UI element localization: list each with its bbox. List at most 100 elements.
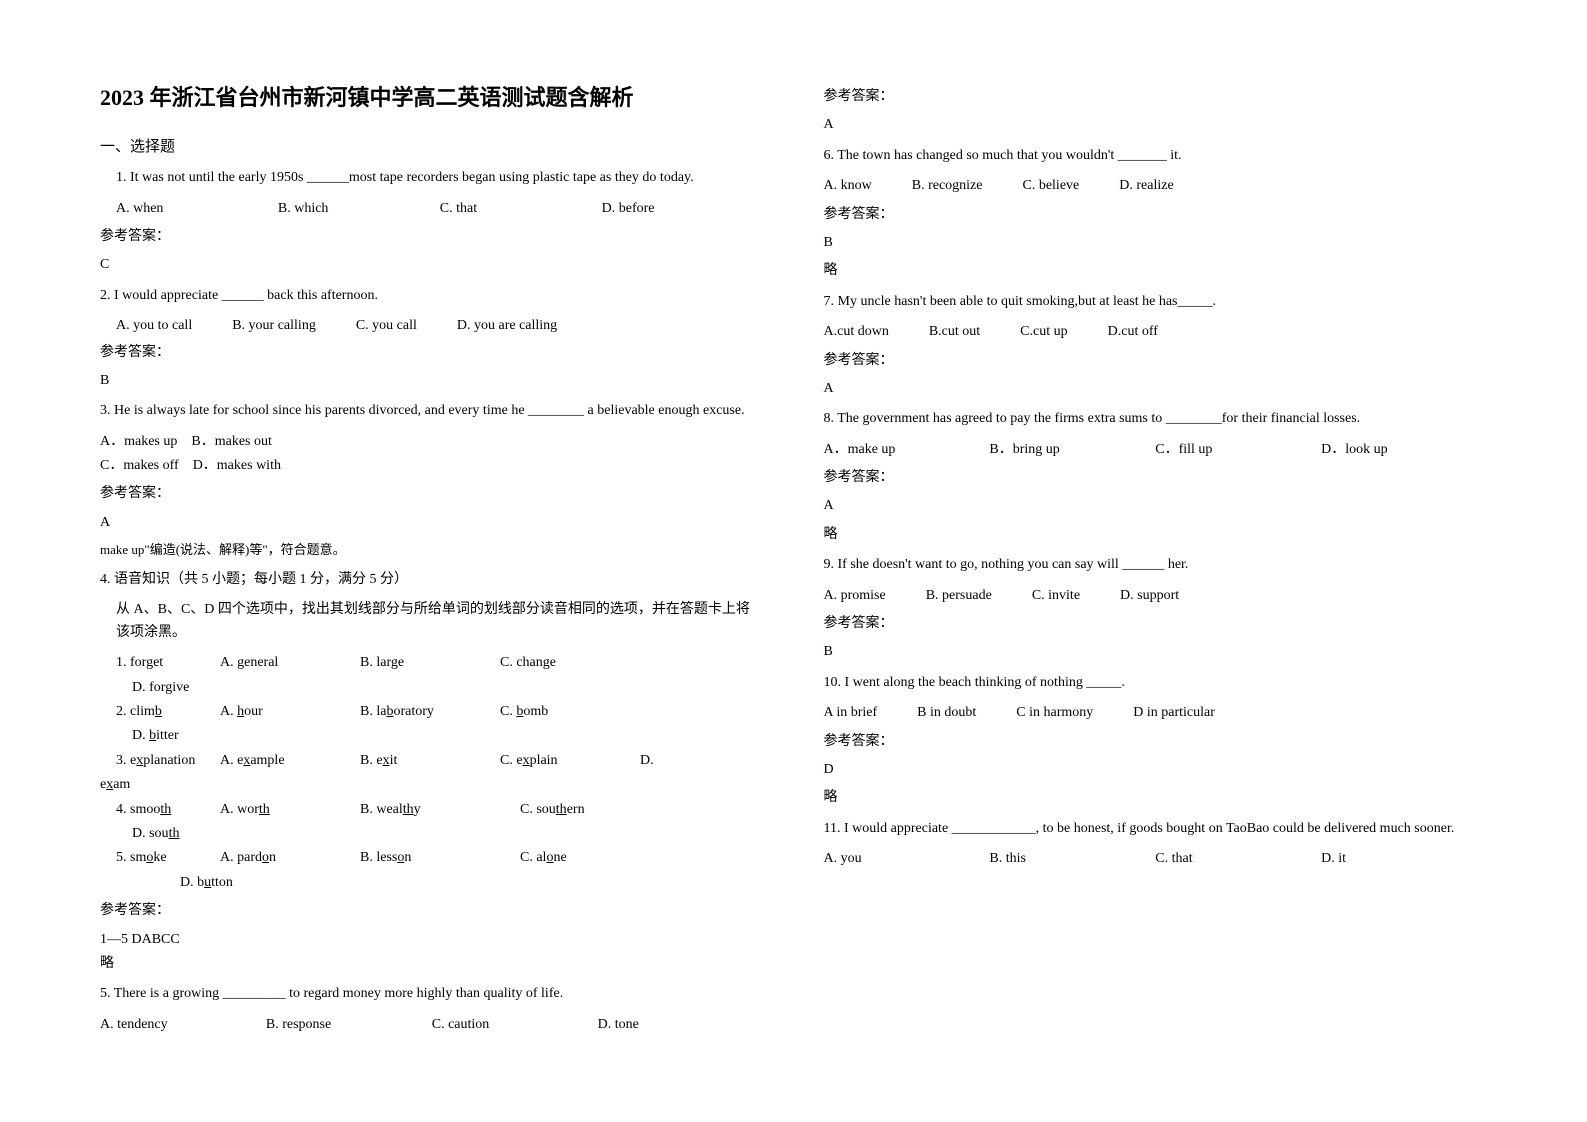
document-title: 2023 年浙江省台州市新河镇中学高二英语测试题含解析 bbox=[100, 80, 764, 115]
right-column: 参考答案： A 6. The town has changed so much … bbox=[824, 80, 1488, 1040]
q3-opt-c: C．makes off bbox=[100, 458, 179, 473]
q4-r5-a: A. pardon bbox=[220, 847, 360, 869]
q10-opt-d: D in particular bbox=[1133, 702, 1215, 724]
q2-opt-b: B. your calling bbox=[232, 315, 316, 337]
q8-opt-d: D．look up bbox=[1321, 439, 1447, 461]
q5-stem: 5. There is a growing _________ to regar… bbox=[100, 983, 764, 1005]
q4-r1-d: D. forgive bbox=[100, 677, 764, 699]
q7-answer: A bbox=[824, 378, 1488, 400]
q9-answer-label: 参考答案： bbox=[824, 613, 1488, 635]
q4-r1-a: A. general bbox=[220, 652, 360, 674]
q2-answer: B bbox=[100, 370, 764, 392]
q4-r1-word: 1. forget bbox=[100, 652, 220, 674]
q7-opt-b: B.cut out bbox=[929, 321, 980, 343]
q3-opts-ab: A．makes up B．makes out bbox=[100, 431, 764, 453]
q4-r4-word: 4. smooth bbox=[100, 799, 220, 821]
q6-opt-b: B. recognize bbox=[912, 175, 983, 197]
q11-opt-a: A. you bbox=[824, 848, 950, 870]
q10-opt-a: A in brief bbox=[824, 702, 878, 724]
q4-phonetics-table: 1. forget A. general B. large C. change … bbox=[100, 652, 764, 894]
q4-r2-word: 2. climb bbox=[100, 701, 220, 723]
q4-r2-d: D. bitter bbox=[100, 725, 764, 747]
q4-r5-d: D. button bbox=[100, 872, 764, 894]
q2-stem: 2. I would appreciate ______ back this a… bbox=[100, 285, 764, 307]
q4-r5-b: B. lesson bbox=[360, 847, 520, 869]
q1-answer-label: 参考答案： bbox=[100, 226, 764, 248]
section-heading: 一、选择题 bbox=[100, 135, 764, 159]
q4-r2-b: B. laboratory bbox=[360, 701, 500, 723]
q3-explanation: make up"编造(说法、解释)等"，符合题意。 bbox=[100, 540, 764, 561]
q10-opt-c: C in harmony bbox=[1016, 702, 1093, 724]
q4-answer: 1—5 DABCC bbox=[100, 929, 764, 951]
q4-r3-b: B. exit bbox=[360, 750, 500, 772]
q2-options: A. you to call B. your calling C. you ca… bbox=[100, 315, 764, 337]
left-column: 2023 年浙江省台州市新河镇中学高二英语测试题含解析 一、选择题 1. It … bbox=[100, 80, 764, 1040]
q3-stem: 3. He is always late for school since hi… bbox=[100, 400, 764, 422]
q9-opt-b: B. persuade bbox=[926, 585, 992, 607]
q4-r5-c: C. alone bbox=[520, 847, 660, 869]
q2-opt-a: A. you to call bbox=[116, 315, 192, 337]
q4-r4-b: B. wealthy bbox=[360, 799, 520, 821]
q7-opt-c: C.cut up bbox=[1020, 321, 1067, 343]
q1-options: A. when B. which C. that D. before bbox=[100, 198, 764, 220]
q4-row-4: 4. smooth A. worth B. wealthy C. souther… bbox=[100, 799, 764, 821]
q4-r4-d: D. south bbox=[100, 823, 764, 845]
q1-opt-d: D. before bbox=[602, 198, 724, 220]
q8-answer: A bbox=[824, 495, 1488, 517]
q4-r3-c: C. explain bbox=[500, 750, 640, 772]
q11-stem: 11. I would appreciate ____________, to … bbox=[824, 818, 1488, 840]
q7-stem: 7. My uncle hasn't been able to quit smo… bbox=[824, 291, 1488, 313]
q11-options: A. you B. this C. that D. it bbox=[824, 848, 1488, 870]
q3-opt-b: B．makes out bbox=[191, 434, 272, 449]
q5-answer: A bbox=[824, 114, 1488, 136]
q11-opt-b: B. this bbox=[989, 848, 1115, 870]
q6-options: A. know B. recognize C. believe D. reali… bbox=[824, 175, 1488, 197]
q4-r5-word: 5. smoke bbox=[100, 847, 220, 869]
q8-opt-c: C．fill up bbox=[1155, 439, 1281, 461]
q4-r3-word: 3. explanation bbox=[100, 750, 220, 772]
q4-r3-d: exam bbox=[100, 774, 764, 796]
q11-opt-d: D. it bbox=[1321, 848, 1447, 870]
q3-answer: A bbox=[100, 512, 764, 534]
q10-answer: D bbox=[824, 759, 1488, 781]
q8-opt-b: B．bring up bbox=[989, 439, 1115, 461]
q2-opt-c: C. you call bbox=[356, 315, 417, 337]
q8-omit: 略 bbox=[824, 524, 1488, 546]
q5-opt-b: B. response bbox=[266, 1014, 392, 1036]
q9-stem: 9. If she doesn't want to go, nothing yo… bbox=[824, 554, 1488, 576]
q4-r2-a: A. hour bbox=[220, 701, 360, 723]
q6-opt-d: D. realize bbox=[1119, 175, 1173, 197]
q1-opt-b: B. which bbox=[278, 198, 400, 220]
q9-answer: B bbox=[824, 641, 1488, 663]
q4-instructions: 从 A、B、C、D 四个选项中，找出其划线部分与所给单词的划线部分读音相同的选项… bbox=[100, 599, 764, 644]
q7-opt-d: D.cut off bbox=[1108, 321, 1158, 343]
q4-answer-label: 参考答案： bbox=[100, 900, 764, 922]
q4-row-5: 5. smoke A. pardon B. lesson C. alone bbox=[100, 847, 764, 869]
q5-opt-a: A. tendency bbox=[100, 1014, 226, 1036]
q9-opt-c: C. invite bbox=[1032, 585, 1080, 607]
q4-row-1: 1. forget A. general B. large C. change bbox=[100, 652, 764, 674]
q8-options: A．make up B．bring up C．fill up D．look up bbox=[824, 439, 1488, 461]
q4-r4-a: A. worth bbox=[220, 799, 360, 821]
q4-r1-c: C. change bbox=[500, 652, 640, 674]
q7-options: A.cut down B.cut out C.cut up D.cut off bbox=[824, 321, 1488, 343]
q1-opt-c: C. that bbox=[440, 198, 562, 220]
q1-opt-a: A. when bbox=[116, 198, 238, 220]
q3-answer-label: 参考答案： bbox=[100, 483, 764, 505]
q7-opt-a: A.cut down bbox=[824, 321, 889, 343]
q6-opt-c: C. believe bbox=[1022, 175, 1079, 197]
q10-stem: 10. I went along the beach thinking of n… bbox=[824, 672, 1488, 694]
q4-r4-c: C. southern bbox=[520, 799, 660, 821]
q4-row-2: 2. climb A. hour B. laboratory C. bomb bbox=[100, 701, 764, 723]
q10-omit: 略 bbox=[824, 787, 1488, 809]
q7-answer-label: 参考答案： bbox=[824, 350, 1488, 372]
q3-opts-cd: C．makes off D．makes with bbox=[100, 455, 764, 477]
q5-opt-c: C. caution bbox=[432, 1014, 558, 1036]
q4-omit: 略 bbox=[100, 953, 764, 975]
q8-opt-a: A．make up bbox=[824, 439, 950, 461]
q6-answer-label: 参考答案： bbox=[824, 204, 1488, 226]
page-container: 2023 年浙江省台州市新河镇中学高二英语测试题含解析 一、选择题 1. It … bbox=[100, 80, 1487, 1040]
q2-opt-d: D. you are calling bbox=[457, 315, 557, 337]
q8-stem: 8. The government has agreed to pay the … bbox=[824, 408, 1488, 430]
q4-r2-c: C. bomb bbox=[500, 701, 640, 723]
